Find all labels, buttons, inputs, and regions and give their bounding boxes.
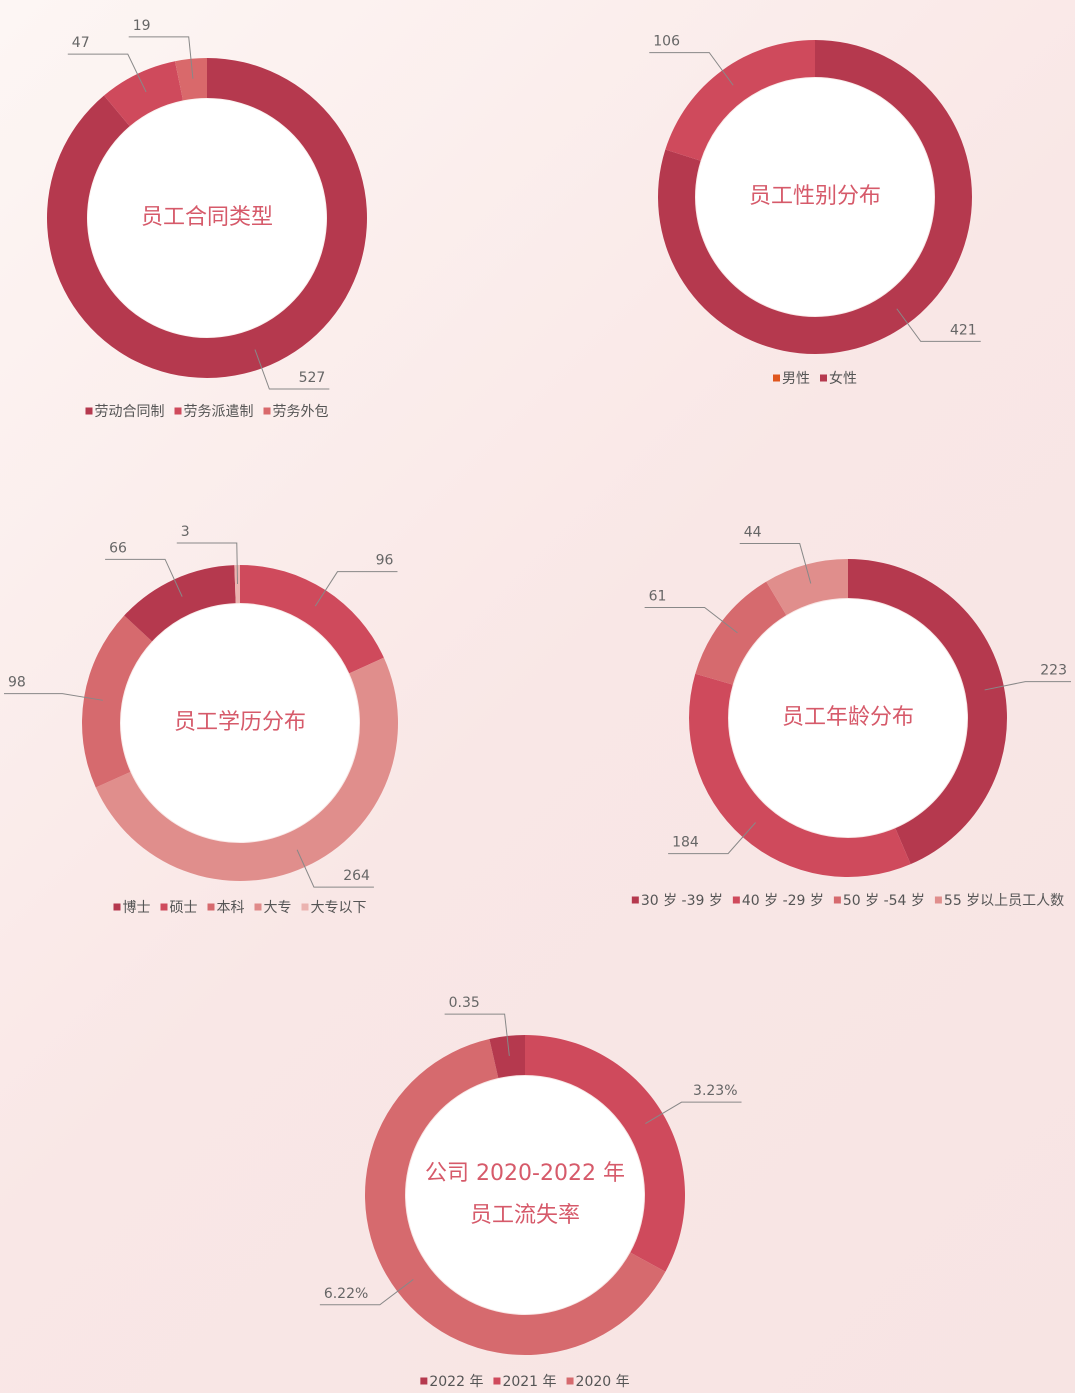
legend-label: 女性 bbox=[829, 370, 857, 387]
legend-label: 男性 bbox=[782, 371, 810, 387]
legend-label: 大专以下 bbox=[311, 900, 367, 916]
value-label: 98 bbox=[8, 675, 26, 691]
legend-label: 2022 年 bbox=[429, 1374, 483, 1390]
legend-label: 30 岁 -39 岁 bbox=[641, 893, 723, 909]
legend-swatch bbox=[493, 1378, 500, 1385]
legend-label: 大专 bbox=[264, 900, 292, 916]
legend-swatch bbox=[264, 408, 271, 415]
legend-swatch bbox=[302, 904, 309, 911]
legend-swatch bbox=[567, 1378, 574, 1385]
value-label: 106 bbox=[653, 34, 680, 50]
legend-swatch bbox=[773, 375, 780, 382]
legend: 博士 硕士 本科 大专 大专以下 bbox=[114, 899, 367, 916]
legend-label: 劳务派遣制 bbox=[184, 404, 254, 420]
legend-label: 劳务外包 bbox=[273, 404, 329, 420]
legend-label: 50 岁 -54 岁 bbox=[843, 893, 925, 909]
value-label: 19 bbox=[133, 18, 151, 34]
chart-title: 公司 2020-2022 年员工流失率 bbox=[425, 1153, 625, 1237]
value-label: 66 bbox=[109, 540, 127, 556]
legend-swatch bbox=[420, 1378, 427, 1385]
legend-swatch bbox=[86, 408, 93, 415]
value-label: 527 bbox=[299, 370, 326, 386]
legend-swatch bbox=[255, 904, 262, 911]
legend-label: 40 岁 -29 岁 bbox=[742, 893, 824, 909]
legend-swatch bbox=[935, 897, 942, 904]
legend-label: 本科 bbox=[217, 900, 245, 916]
legend-swatch bbox=[820, 375, 827, 382]
value-label: 44 bbox=[744, 525, 762, 541]
legend-swatch bbox=[208, 904, 215, 911]
legend: 男性 女性 bbox=[773, 370, 857, 387]
page: 527 47 19 劳动合同制 劳务派遣制 劳务外包 421 106 男性 女性 96 264 98 66… bbox=[0, 0, 1075, 1393]
value-label: 421 bbox=[950, 322, 977, 338]
value-label: 0.35 bbox=[449, 995, 480, 1011]
legend-swatch bbox=[114, 904, 121, 911]
value-label: 3 bbox=[181, 524, 190, 540]
legend-label: 2021 年 bbox=[502, 1374, 556, 1390]
legend-swatch bbox=[733, 897, 740, 904]
legend-label: 55 岁以上员工人数 bbox=[944, 893, 1064, 909]
value-label: 96 bbox=[376, 553, 394, 569]
legend: 30 岁 -39 岁 40 岁 -29 岁 50 岁 -54 岁 55 岁以上员工人数 bbox=[632, 893, 1064, 909]
value-label: 61 bbox=[649, 589, 667, 605]
legend-swatch bbox=[161, 904, 168, 911]
legend: 劳动合同制 劳务派遣制 劳务外包 bbox=[86, 404, 329, 420]
legend-swatch bbox=[834, 897, 841, 904]
value-label: 6.22% bbox=[324, 1286, 368, 1302]
legend-label: 博士 bbox=[123, 899, 151, 916]
value-label: 3.23% bbox=[693, 1083, 737, 1099]
legend-swatch bbox=[632, 897, 639, 904]
chart-title: 员工年龄分布 bbox=[748, 697, 948, 739]
value-label: 47 bbox=[72, 35, 90, 51]
legend-label: 劳动合同制 bbox=[95, 404, 165, 420]
legend-label: 2020 年 bbox=[576, 1374, 630, 1390]
chart-title: 员工学历分布 bbox=[140, 702, 340, 744]
legend-swatch bbox=[175, 408, 182, 415]
value-label: 184 bbox=[672, 835, 699, 851]
chart-title: 员工性别分布 bbox=[715, 176, 915, 218]
value-label: 223 bbox=[1040, 663, 1067, 679]
legend-label: 硕士 bbox=[170, 900, 198, 916]
value-label: 264 bbox=[343, 868, 370, 884]
legend: 2022 年 2021 年 2020 年 bbox=[420, 1374, 629, 1390]
chart-title: 员工合同类型 bbox=[107, 197, 307, 239]
